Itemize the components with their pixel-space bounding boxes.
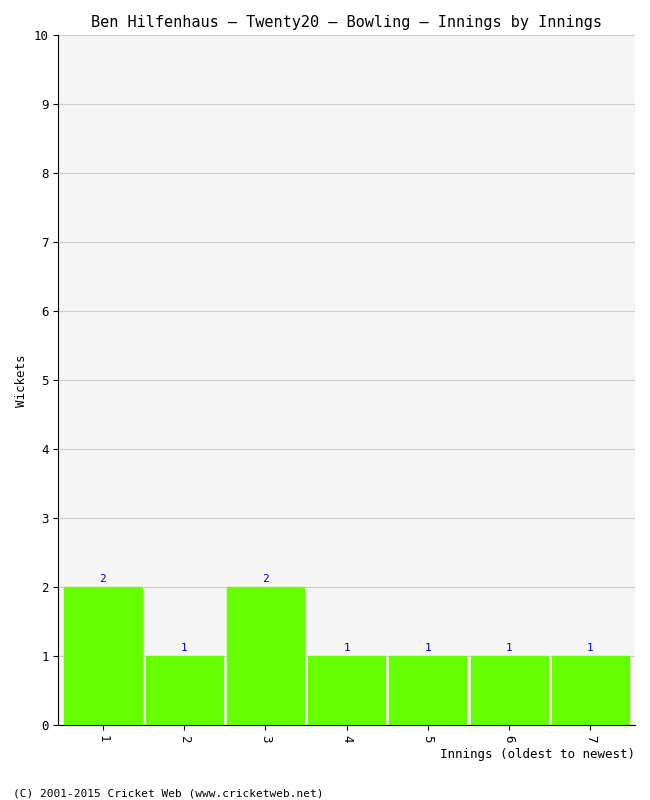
Bar <box>552 656 629 726</box>
Bar <box>471 656 548 726</box>
Text: 1: 1 <box>587 643 593 654</box>
Y-axis label: Wickets: Wickets <box>15 354 28 406</box>
Bar <box>227 587 304 726</box>
Text: 1: 1 <box>506 643 512 654</box>
Text: 1: 1 <box>424 643 431 654</box>
Text: 2: 2 <box>99 574 107 585</box>
Text: 2: 2 <box>262 574 269 585</box>
Bar <box>146 656 223 726</box>
Text: (C) 2001-2015 Cricket Web (www.cricketweb.net): (C) 2001-2015 Cricket Web (www.cricketwe… <box>13 788 324 798</box>
Bar <box>64 587 142 726</box>
Text: 1: 1 <box>343 643 350 654</box>
Text: 1: 1 <box>181 643 188 654</box>
Bar <box>389 656 467 726</box>
Title: Ben Hilfenhaus – Twenty20 – Bowling – Innings by Innings: Ben Hilfenhaus – Twenty20 – Bowling – In… <box>91 15 602 30</box>
Bar <box>308 656 385 726</box>
X-axis label: Innings (oldest to newest): Innings (oldest to newest) <box>440 748 635 761</box>
